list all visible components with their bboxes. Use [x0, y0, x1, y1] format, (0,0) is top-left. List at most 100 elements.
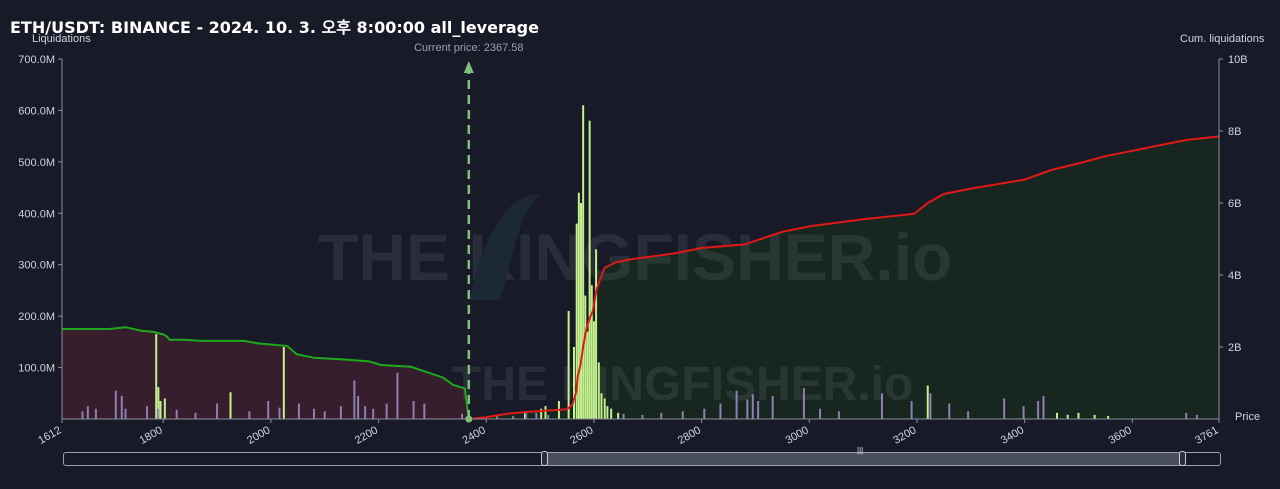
liquidation-bar [120, 395, 123, 419]
liquidation-bar [353, 380, 356, 419]
liquidation-bar [1003, 398, 1006, 419]
liquidation-bar [157, 387, 160, 419]
liquidation-bar [595, 249, 598, 419]
liquidation-bar [1066, 414, 1069, 419]
liquidation-bar [339, 406, 342, 419]
y-tick-label: 700.0M [18, 54, 55, 66]
liquidation-bar [364, 406, 367, 419]
liquidation-bar [577, 192, 580, 419]
x-tick-label: 2600 [568, 424, 595, 447]
cumulative-long-area [468, 136, 1219, 419]
x-tick-label: 3200 [891, 424, 918, 447]
liquidation-bar [567, 311, 570, 419]
liquidation-bar [1037, 401, 1040, 419]
x-tick-label: 2200 [353, 424, 380, 447]
liquidation-bar [312, 408, 315, 419]
x-tick-label: 1612 [36, 424, 63, 447]
range-handle-right[interactable] [1179, 451, 1186, 466]
liquidation-bar [622, 413, 625, 419]
y2-tick-label: 6B [1228, 198, 1241, 210]
liquidation-bar [681, 411, 684, 419]
liquidation-bar [617, 412, 620, 419]
liquidation-bar [1022, 406, 1025, 419]
liquidation-bar [590, 285, 593, 419]
liquidation-bar [1093, 414, 1096, 419]
liquidation-bar [86, 406, 89, 419]
liquidation-bar [372, 408, 375, 419]
cumulative-long-line [468, 135, 1220, 420]
liquidation-bar [588, 120, 591, 419]
cumulative-short-area [62, 327, 469, 419]
liquidation-bar [926, 385, 929, 419]
range-grip-icon[interactable]: ||| [857, 446, 864, 455]
liquidation-bar [929, 393, 932, 419]
x-tick-label: 2400 [461, 424, 488, 447]
liquidation-bar [194, 412, 197, 419]
liquidation-bar [610, 408, 613, 419]
liquidation-bar [357, 395, 360, 419]
current-price-marker: Current price: 2367.58 [414, 42, 524, 423]
liquidation-chart[interactable]: THE KINGFISHER.io THE KINGFISHER.io 700.… [0, 0, 1280, 450]
y-tick-label: 400.0M [18, 208, 55, 220]
chart-title: ETH/USDT: BINANCE - 2024. 10. 3. 오후 8:00… [10, 18, 539, 37]
liquidation-bar [385, 403, 388, 419]
liquidation-bar [124, 408, 127, 419]
liquidation-bar [524, 411, 527, 419]
cumulative-fills [62, 136, 1219, 419]
liquidation-bar [837, 411, 840, 419]
liquidation-bar [592, 321, 595, 419]
range-handle-left[interactable] [541, 451, 548, 466]
y2-tick-label: 8B [1228, 126, 1241, 138]
watermark-text-large: THE KINGFISHER.io [318, 220, 952, 294]
liquidation-bar [603, 398, 606, 419]
liquidation-bar [412, 401, 415, 419]
liquidation-bar [703, 408, 706, 419]
x-tick-label: 3600 [1107, 424, 1134, 447]
liquidation-bar [597, 362, 600, 419]
left-axis-title: Liquidations [32, 33, 91, 45]
liquidation-bar [573, 347, 576, 419]
range-selection[interactable]: ||| [541, 447, 1186, 466]
liquidation-bar [156, 408, 159, 419]
range-navigator[interactable]: ||| [63, 447, 1221, 466]
y-tick-label: 600.0M [18, 105, 55, 117]
liquidation-bar [719, 403, 722, 419]
liquidation-bar [771, 395, 774, 419]
x-tick-label: 3400 [999, 424, 1026, 447]
x-tick-label: 2800 [676, 424, 703, 447]
y2-tick-label: 10B [1228, 54, 1248, 66]
x-tick-label: 2000 [245, 424, 272, 447]
liquidation-bar [1077, 412, 1080, 419]
current-price-dot [465, 415, 473, 423]
liquidation-bar [1042, 395, 1045, 419]
x-tick-label: 3761 [1193, 424, 1220, 447]
right-axis-title: Cum. liquidations [1180, 33, 1265, 45]
watermark-text-small: THE KINGFISHER.io [452, 358, 913, 411]
liquidation-bars [81, 105, 1198, 420]
liquidation-bar [547, 414, 550, 419]
liquidation-bar [216, 403, 219, 419]
y-tick-label: 300.0M [18, 260, 55, 272]
liquidation-bar [575, 223, 578, 419]
liquidation-bar [396, 372, 399, 419]
current-price-arrow-icon [463, 61, 474, 73]
liquidation-bar [512, 415, 515, 419]
liquidation-bar [1185, 412, 1188, 419]
watermark: THE KINGFISHER.io THE KINGFISHER.io [318, 194, 952, 411]
liquidation-bar [163, 398, 166, 419]
liquidation-bar [584, 295, 587, 419]
liquidation-bar [535, 412, 538, 419]
liquidation-bar [910, 401, 913, 419]
y2-tick-label: 2B [1228, 342, 1241, 354]
current-price-label: Current price: 2367.58 [414, 42, 523, 54]
liquidation-bar [967, 411, 970, 419]
price-axis-label: Price [1235, 411, 1261, 423]
liquidation-bar [880, 393, 883, 419]
liquidation-bar [159, 401, 162, 419]
y-tick-label: 500.0M [18, 157, 55, 169]
y2-tick-label: 4B [1228, 270, 1241, 282]
liquidation-bar [660, 412, 663, 419]
liquidation-bar [461, 413, 464, 419]
liquidation-bar [297, 403, 300, 419]
x-tick-label: 3000 [784, 424, 811, 447]
